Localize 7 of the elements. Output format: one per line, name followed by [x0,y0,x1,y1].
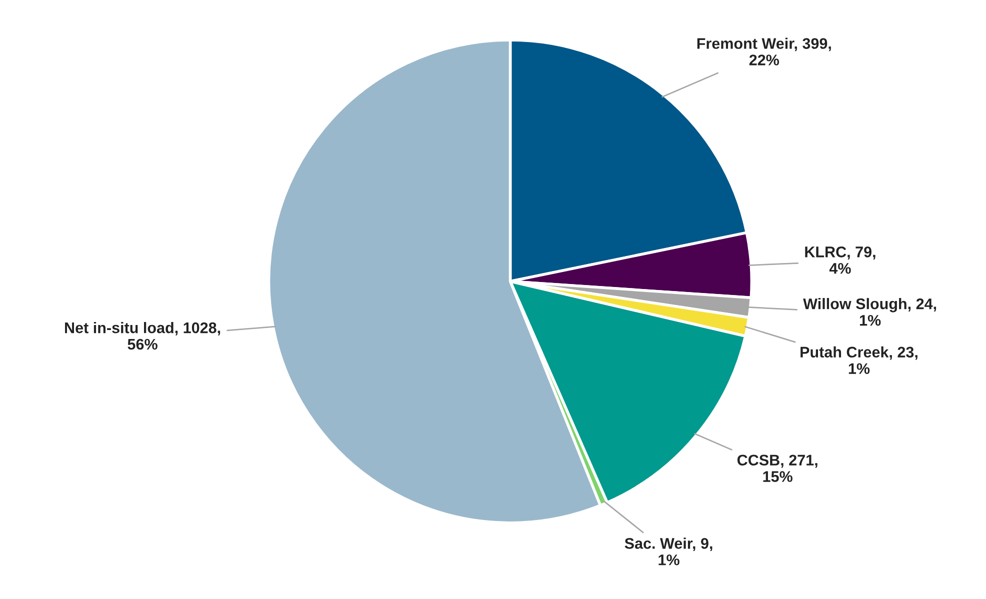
slice-label: Fremont Weir, 399, 22% [697,38,831,66]
slice-label: Sac. Weir, 9, 1% [624,538,712,566]
slice-label: Willow Slough, 24, 1% [803,298,936,326]
slice-label: KLRC, 79, 4% [805,246,876,274]
slice-label: Putah Creek, 23, 1% [800,346,918,374]
slice-label: Net in-situ load, 1028, 56% [65,322,220,350]
slice-label: CCSB, 271, 15% [737,454,818,482]
